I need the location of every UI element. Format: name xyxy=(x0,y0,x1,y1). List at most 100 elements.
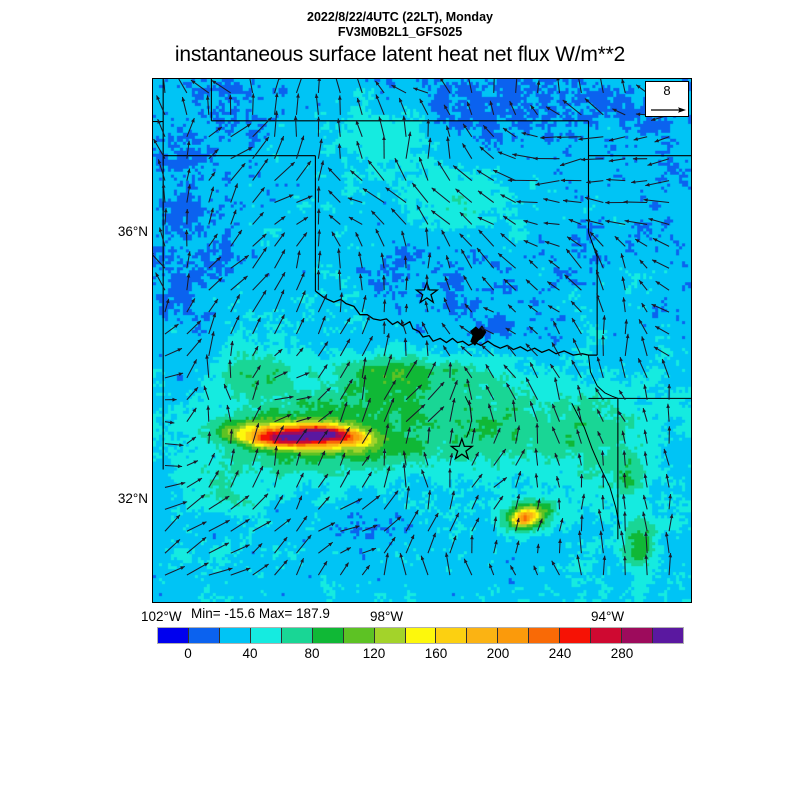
wind-vector-head xyxy=(625,333,630,339)
wind-vector-shaft xyxy=(493,79,495,93)
wind-vector-head xyxy=(288,194,294,199)
wind-vector-head xyxy=(260,187,265,192)
wind-vector-head xyxy=(437,161,442,166)
wind-vector-head xyxy=(264,158,268,164)
wind-vector-head xyxy=(375,495,381,500)
wind-vector-head xyxy=(330,522,336,527)
wind-vector-head xyxy=(412,183,417,188)
wind-vector-head xyxy=(594,248,599,253)
wind-vector-head xyxy=(585,219,591,223)
wind-vector-head xyxy=(266,521,271,525)
wind-vector-head xyxy=(356,140,360,146)
wind-vector-head xyxy=(337,269,342,275)
wind-vector-head xyxy=(652,259,657,264)
wind-vector-head xyxy=(451,490,455,496)
wind-vector-head xyxy=(624,219,630,224)
wind-vector-head xyxy=(300,272,305,277)
wind-vector-head xyxy=(237,229,242,235)
wind-vector-shaft xyxy=(274,110,278,137)
wind-vector-head xyxy=(211,331,215,336)
wind-vector-head xyxy=(254,346,259,351)
wind-vector-head xyxy=(325,496,330,501)
wind-vector-head xyxy=(641,336,645,341)
wind-vector-head xyxy=(568,219,574,223)
wind-vector-head xyxy=(261,233,267,238)
wind-vector-head xyxy=(362,374,367,380)
wind-vector-head xyxy=(244,255,249,260)
colorbar-tick-200: 200 xyxy=(486,646,510,661)
wind-vector-head xyxy=(306,160,311,166)
wind-vector-head xyxy=(232,209,237,215)
wind-vector-head xyxy=(358,251,362,257)
wind-vector-head xyxy=(605,219,610,224)
wind-vector-head xyxy=(153,138,158,144)
wind-vector-head xyxy=(417,384,422,390)
wind-vector-head xyxy=(200,494,206,499)
wind-vector-head xyxy=(300,318,305,323)
wind-vector-head xyxy=(368,160,373,165)
colorbar-tick-0: 0 xyxy=(184,646,192,661)
wind-vector-head xyxy=(224,383,228,389)
wind-vector-head xyxy=(196,320,201,325)
wind-vector-head xyxy=(557,135,562,140)
wind-vector-head xyxy=(496,427,501,433)
wind-vector-head xyxy=(262,290,267,295)
wind-vector-head xyxy=(201,521,207,526)
colorbar-segment-14 xyxy=(591,628,623,643)
wind-vector-head xyxy=(432,532,436,538)
wind-vector-head xyxy=(293,115,298,121)
wind-vector-head xyxy=(427,490,432,495)
colorbar-tick-160: 160 xyxy=(424,646,448,661)
wind-vector-head xyxy=(571,360,576,365)
wind-vector-head xyxy=(576,554,580,560)
wind-vector-head xyxy=(642,494,647,500)
wind-vector-head xyxy=(580,514,584,519)
wind-vector-head xyxy=(400,319,405,325)
wind-vector-head xyxy=(362,188,368,193)
wind-vector-head xyxy=(302,232,307,237)
wind-vector-head xyxy=(279,495,283,500)
wind-vector-head xyxy=(595,387,600,393)
wind-vector-head xyxy=(371,210,376,215)
wind-vector-head xyxy=(431,210,436,215)
wind-vector-head xyxy=(476,247,482,253)
wind-vector-head xyxy=(667,384,672,389)
wind-vector-head xyxy=(614,236,620,241)
wind-vector-shaft xyxy=(557,79,561,94)
wind-vector-head xyxy=(226,404,230,410)
wind-vector-head xyxy=(391,208,396,213)
wind-vector-head xyxy=(455,188,460,193)
x-axis-label-94w: 94°W xyxy=(591,609,625,624)
wind-vector-head xyxy=(390,398,395,403)
wind-vector-head xyxy=(427,427,431,432)
wind-vector-head xyxy=(371,548,376,552)
wind-vector-head xyxy=(558,538,562,544)
wind-vector-head xyxy=(529,326,534,331)
wind-vector-head xyxy=(530,105,535,110)
wind-vector-head xyxy=(298,495,302,501)
wind-vector-head xyxy=(547,281,552,286)
wind-vector-head xyxy=(234,470,239,475)
wind-vector-head xyxy=(403,337,408,343)
wind-vector-head xyxy=(571,301,576,306)
wind-vector-head xyxy=(544,241,550,245)
wind-vector-head xyxy=(581,493,586,499)
wind-vector-shaft xyxy=(468,79,473,94)
wind-vector-head xyxy=(297,451,301,457)
wind-vector-shaft xyxy=(362,188,385,203)
wind-vector-head xyxy=(529,401,534,406)
wind-vector-head xyxy=(556,79,560,81)
wind-vector-head xyxy=(619,390,623,395)
wind-vector-head xyxy=(446,125,450,131)
wind-vector-head xyxy=(301,290,306,296)
wind-vector-head xyxy=(274,110,279,116)
wind-vector-head xyxy=(557,498,561,503)
wind-vector-shaft xyxy=(274,79,280,94)
wind-vector-head xyxy=(382,448,387,453)
wind-vector-head xyxy=(453,165,458,170)
title-block: 2022/8/22/4UTC (22LT), Monday FV3M0B2L1_… xyxy=(0,10,800,40)
wind-vector-head xyxy=(493,170,498,174)
wind-vector-head xyxy=(620,253,625,258)
wind-vector-head xyxy=(257,543,263,548)
wind-vector-head xyxy=(382,321,387,326)
